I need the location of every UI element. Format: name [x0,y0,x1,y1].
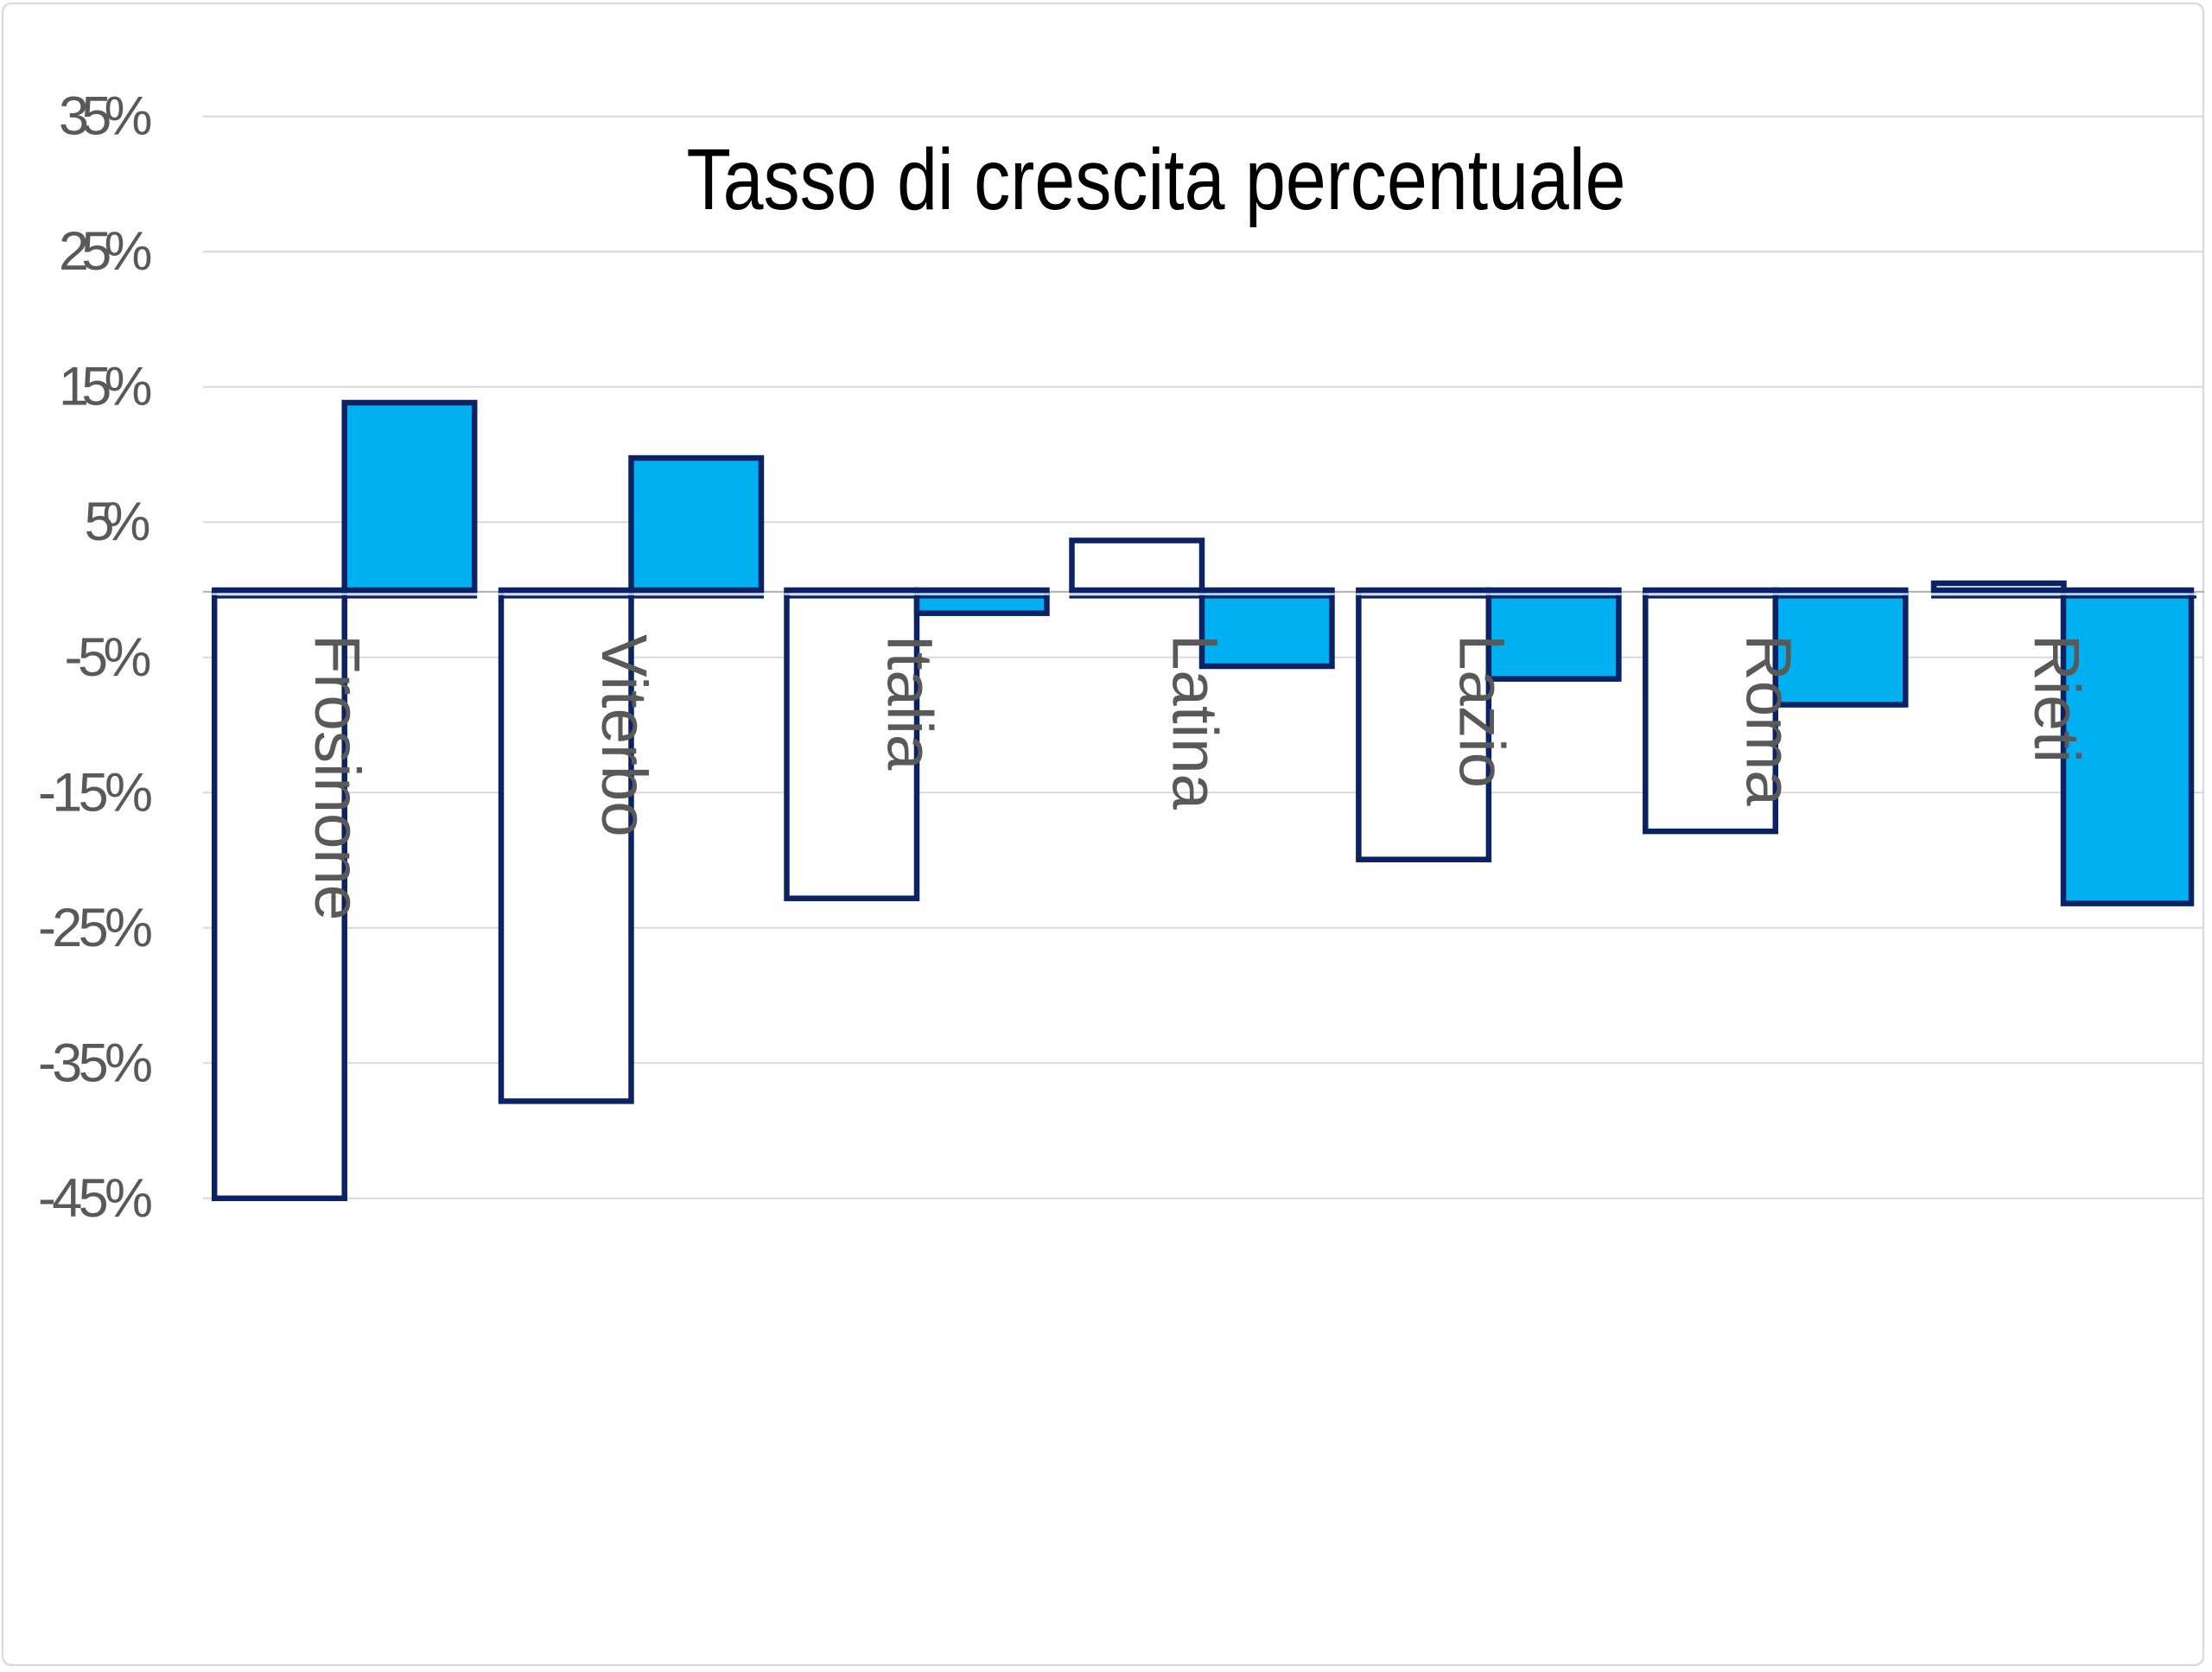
svg-text:Lazio: Lazio [1446,634,1517,788]
svg-text:5%: 5% [85,492,151,552]
svg-text:Rieti: Rieti [2021,634,2093,763]
svg-text:Viterbo: Viterbo [588,634,660,837]
svg-text:35%: 35% [59,86,153,147]
svg-text:Latina: Latina [1160,634,1231,811]
svg-text:25%: 25% [59,221,153,282]
svg-text:Frosinone: Frosinone [302,634,373,920]
svg-text:15%: 15% [59,357,153,417]
svg-text:-15%: -15% [38,762,153,823]
svg-text:Italia: Italia [874,634,946,771]
svg-text:-5%: -5% [65,627,152,688]
svg-text:-25%: -25% [38,898,153,958]
svg-text:Tasso di crescita percentuale: Tasso di crescita percentuale [687,131,1626,228]
svg-text:Roma: Roma [1732,634,1804,806]
svg-text:-35%: -35% [38,1033,153,1093]
svg-text:-45%: -45% [38,1168,153,1229]
